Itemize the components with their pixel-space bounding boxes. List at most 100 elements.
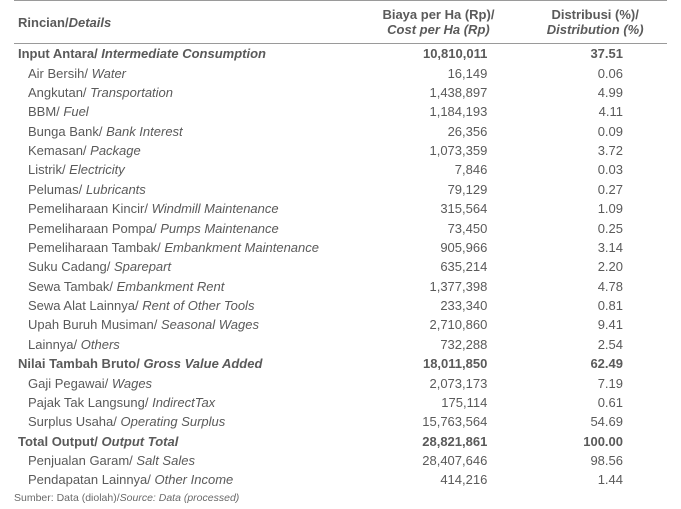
detail-secondary: Electricity [69, 162, 125, 177]
cell-dist: 37.51 [523, 44, 667, 64]
cell-cost: 28,821,861 [354, 432, 524, 451]
cell-dist: 1.09 [523, 199, 667, 218]
cell-detail: Penjualan Garam/ Salt Sales [14, 451, 354, 470]
detail-primary: Pelumas/ [28, 182, 86, 197]
cell-cost: 1,438,897 [354, 83, 524, 102]
cell-dist: 0.09 [523, 122, 667, 141]
header-cost-line1: Biaya per Ha (Rp)/ [382, 7, 494, 22]
cell-dist: 3.14 [523, 238, 667, 257]
detail-primary: Total Output/ [18, 434, 102, 449]
table-row: Upah Buruh Musiman/ Seasonal Wages2,710,… [14, 315, 667, 334]
detail-secondary: Lubricants [86, 182, 146, 197]
cell-cost: 1,073,359 [354, 141, 524, 160]
detail-primary: Bunga Bank/ [28, 124, 106, 139]
table-row: Surplus Usaha/ Operating Surplus15,763,5… [14, 412, 667, 431]
table-row: Penjualan Garam/ Salt Sales28,407,64698.… [14, 451, 667, 470]
cell-detail: BBM/ Fuel [14, 102, 354, 121]
cell-dist: 54.69 [523, 412, 667, 431]
cell-cost: 175,114 [354, 393, 524, 412]
detail-primary: Kemasan/ [28, 143, 90, 158]
table-row: Pemeliharaan Kincir/ Windmill Maintenanc… [14, 199, 667, 218]
cell-cost: 2,073,173 [354, 373, 524, 392]
cell-cost: 315,564 [354, 199, 524, 218]
cell-detail: Bunga Bank/ Bank Interest [14, 122, 354, 141]
cell-cost: 26,356 [354, 122, 524, 141]
cell-cost: 635,214 [354, 257, 524, 276]
cell-dist: 98.56 [523, 451, 667, 470]
detail-primary: Lainnya/ [28, 337, 81, 352]
source-part2: Source: Data (processed) [120, 492, 240, 504]
detail-primary: Gaji Pegawai/ [28, 376, 112, 391]
cell-cost: 18,011,850 [354, 354, 524, 373]
detail-secondary: Package [90, 143, 141, 158]
table-row: Total Output/ Output Total28,821,861100.… [14, 432, 667, 451]
detail-secondary: Fuel [63, 104, 88, 119]
cell-detail: Upah Buruh Musiman/ Seasonal Wages [14, 315, 354, 334]
detail-primary: Nilai Tambah Bruto/ [18, 356, 143, 371]
cell-detail: Pemeliharaan Kincir/ Windmill Maintenanc… [14, 199, 354, 218]
cell-dist: 3.72 [523, 141, 667, 160]
table-row: Listrik/ Electricity7,8460.03 [14, 160, 667, 179]
detail-secondary: Salt Sales [136, 453, 195, 468]
header-cost-line2: Cost per Ha (Rp) [387, 22, 490, 37]
cell-dist: 0.25 [523, 218, 667, 237]
header-dist-line2: Distribution (%) [547, 22, 644, 37]
detail-primary: BBM/ [28, 104, 63, 119]
cell-detail: Angkutan/ Transportation [14, 83, 354, 102]
table-row: Bunga Bank/ Bank Interest26,3560.09 [14, 122, 667, 141]
detail-primary: Pemeliharaan Kincir/ [28, 201, 152, 216]
detail-primary: Sewa Tambak/ [28, 279, 117, 294]
cell-dist: 0.06 [523, 63, 667, 82]
table-row: Nilai Tambah Bruto/ Gross Value Added18,… [14, 354, 667, 373]
cell-detail: Sewa Alat Lainnya/ Rent of Other Tools [14, 296, 354, 315]
cell-detail: Kemasan/ Package [14, 141, 354, 160]
table-row: Suku Cadang/ Sparepart635,2142.20 [14, 257, 667, 276]
cell-dist: 0.27 [523, 180, 667, 199]
cell-detail: Pendapatan Lainnya/ Other Income [14, 470, 354, 489]
detail-primary: Air Bersih/ [28, 66, 92, 81]
detail-primary: Upah Buruh Musiman/ [28, 317, 161, 332]
detail-secondary: Operating Surplus [121, 414, 226, 429]
cell-detail: Total Output/ Output Total [14, 432, 354, 451]
detail-primary: Pemeliharaan Tambak/ [28, 240, 164, 255]
detail-secondary: Rent of Other Tools [142, 298, 254, 313]
header-row: Rincian/Details Biaya per Ha (Rp)/ Cost … [14, 1, 667, 44]
cell-dist: 2.54 [523, 335, 667, 354]
cell-cost: 16,149 [354, 63, 524, 82]
cell-dist: 0.61 [523, 393, 667, 412]
detail-primary: Suku Cadang/ [28, 259, 114, 274]
cell-detail: Air Bersih/ Water [14, 63, 354, 82]
detail-secondary: Embankment Maintenance [164, 240, 319, 255]
detail-secondary: Other Income [155, 472, 234, 487]
cell-dist: 1.44 [523, 470, 667, 489]
cell-cost: 10,810,011 [354, 44, 524, 64]
table-row: Pemeliharaan Tambak/ Embankment Maintena… [14, 238, 667, 257]
cell-detail: Input Antara/ Intermediate Consumption [14, 44, 354, 64]
detail-secondary: IndirectTax [152, 395, 215, 410]
cell-detail: Lainnya/ Others [14, 335, 354, 354]
cell-dist: 100.00 [523, 432, 667, 451]
cell-cost: 905,966 [354, 238, 524, 257]
cell-dist: 4.78 [523, 277, 667, 296]
detail-secondary: Embankment Rent [117, 279, 225, 294]
cell-detail: Suku Cadang/ Sparepart [14, 257, 354, 276]
cell-cost: 233,340 [354, 296, 524, 315]
cell-detail: Gaji Pegawai/ Wages [14, 373, 354, 392]
header-details-line2: Details [69, 15, 112, 30]
cell-dist: 62.49 [523, 354, 667, 373]
cell-cost: 732,288 [354, 335, 524, 354]
detail-secondary: Seasonal Wages [161, 317, 259, 332]
table-row: Sewa Tambak/ Embankment Rent 1,377,3984.7… [14, 277, 667, 296]
table-row: Pajak Tak Langsung/ IndirectTax175,1140.… [14, 393, 667, 412]
detail-primary: Listrik/ [28, 162, 69, 177]
cell-cost: 1,377,398 [354, 277, 524, 296]
cell-detail: Pajak Tak Langsung/ IndirectTax [14, 393, 354, 412]
source-part1: Sumber: Data (diolah)/ [14, 492, 120, 504]
cell-dist: 2.20 [523, 257, 667, 276]
detail-secondary: Wages [112, 376, 152, 391]
cell-dist: 9.41 [523, 315, 667, 334]
detail-secondary: Others [81, 337, 120, 352]
detail-primary: Pendapatan Lainnya/ [28, 472, 155, 487]
table-row: Pendapatan Lainnya/ Other Income414,2161… [14, 470, 667, 489]
header-dist: Distribusi (%)/ Distribution (%) [523, 1, 667, 44]
